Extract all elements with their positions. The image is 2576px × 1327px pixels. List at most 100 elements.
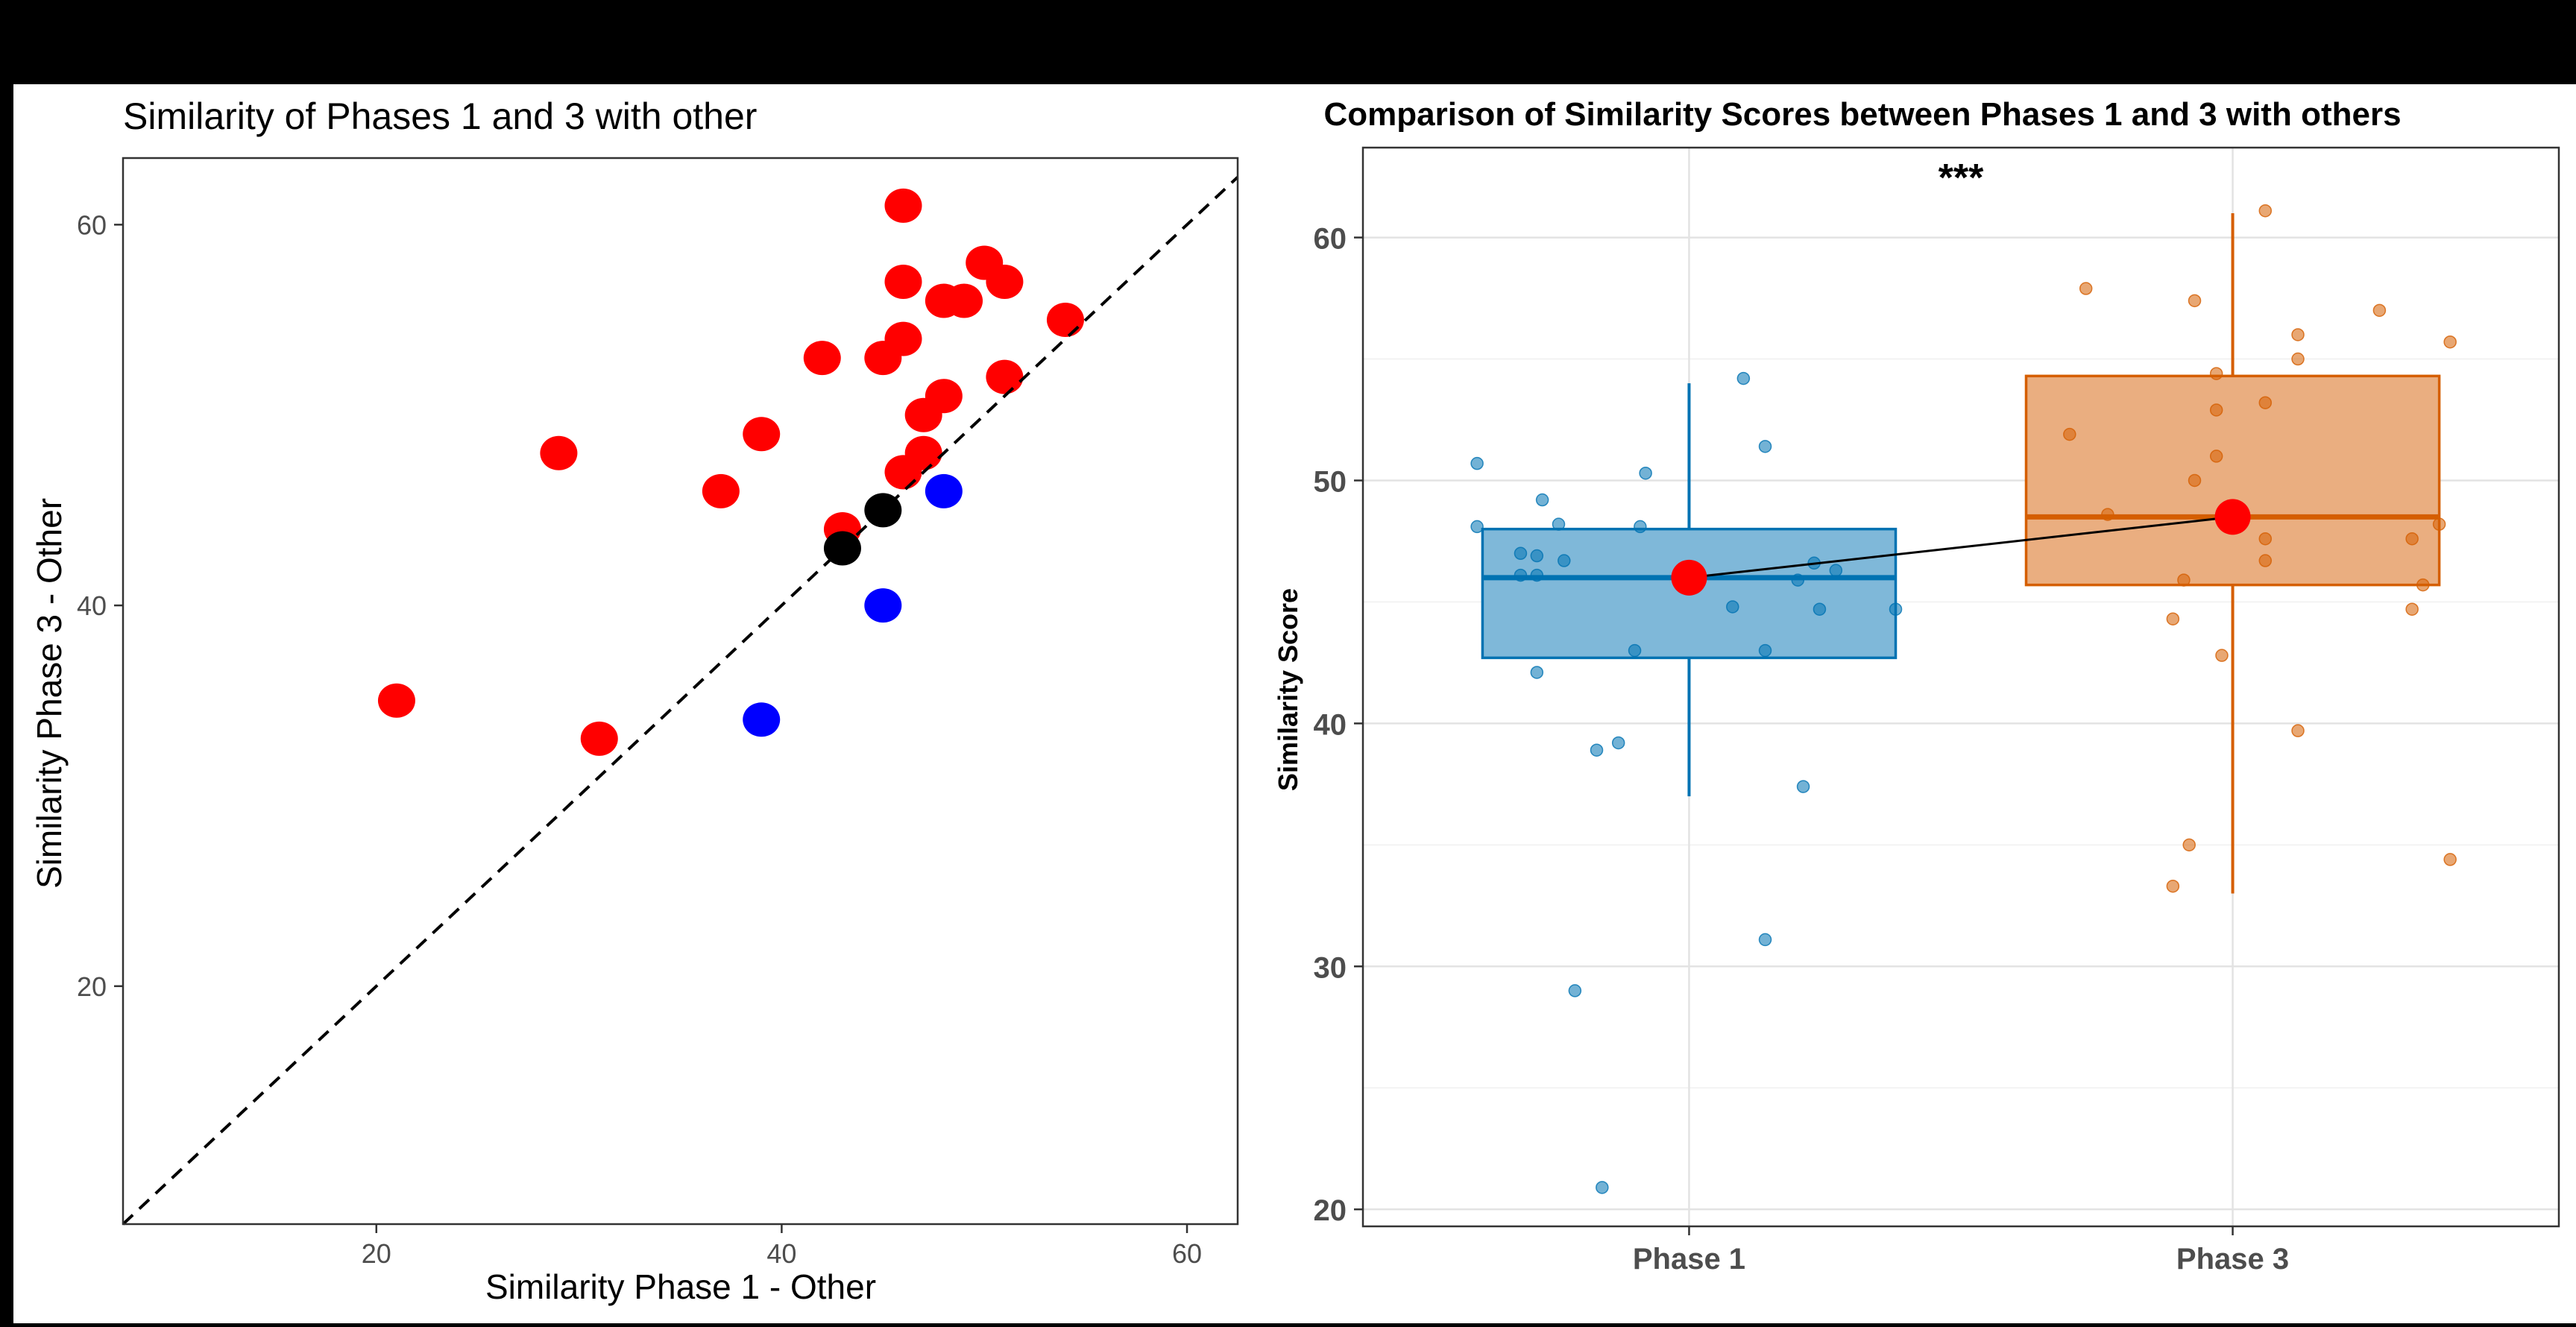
jitter-point-37 [2188, 473, 2202, 488]
scatter-title: Similarity of Phases 1 and 3 with other [123, 95, 757, 137]
scatter-point-2 [540, 435, 578, 470]
jitter-point-9 [1530, 568, 1544, 582]
jitter-point-19 [1726, 600, 1739, 614]
boxplot-title: Comparison of Similarity Scores between … [1323, 96, 2401, 133]
scatter-point-10 [884, 264, 922, 299]
boxplot-y-tick-label-60: 60 [1314, 223, 1347, 256]
scatter-point-4 [702, 473, 740, 508]
jitter-point-26 [1758, 933, 1772, 947]
jitter-point-43 [2291, 724, 2305, 737]
jitter-point-20 [1813, 602, 1827, 616]
jitter-point-15 [1758, 440, 1772, 453]
boxplot-y-axis-label: Similarity Score [1273, 588, 1303, 791]
scatter-point-14 [904, 435, 942, 470]
mean-connector-line [1689, 515, 2233, 579]
mean-point-1 [1671, 559, 1707, 596]
jitter-point-12 [1634, 520, 1647, 534]
scatter-x-axis-label: Similarity Phase 1 - Other [485, 1267, 876, 1306]
figure-background [13, 84, 2576, 1323]
box-2 [2024, 374, 2441, 587]
mean-point-2 [2214, 499, 2251, 535]
boxplot-x-tick-label-1: Phase 1 [1633, 1243, 1745, 1276]
jitter-point-14 [1736, 371, 1751, 385]
identity-reference-line [122, 176, 1239, 1226]
scatter-point-21 [1046, 303, 1084, 338]
jitter-point-46 [2258, 204, 2273, 218]
jitter-point-53 [2416, 578, 2430, 592]
scatter-x-tick-label-40: 40 [766, 1238, 796, 1269]
scatter-y-ticks: 20 40 60 [77, 209, 123, 1002]
jitter-point-54 [2405, 602, 2419, 616]
jitter-point-45 [2166, 879, 2180, 893]
scatter-panel: Similarity of Phases 1 and 3 with other … [30, 95, 1239, 1306]
scatter-point-16 [925, 379, 963, 414]
scatter-point-9 [884, 188, 922, 223]
scatter-y-axis-label: Similarity Phase 3 - Other [30, 498, 69, 889]
jitter-point-2 [1470, 520, 1484, 534]
significance-annotation: *** [1939, 157, 1984, 200]
scatter-x-tick-label-20: 20 [362, 1238, 391, 1269]
jitter-point-18 [1791, 573, 1805, 587]
jitter-point-39 [2258, 554, 2273, 567]
boxplot-jitter-points [1470, 204, 2457, 1194]
jitter-point-34 [2209, 403, 2223, 417]
jitter-point-51 [2432, 517, 2446, 531]
scatter-point-19 [986, 264, 1024, 299]
jitter-point-17 [1829, 564, 1843, 577]
boxplot-y-tick-label-50: 50 [1314, 465, 1347, 498]
scatter-y-tick-label-60: 60 [77, 209, 107, 240]
jitter-point-6 [1530, 549, 1544, 563]
scatter-y-tick-label-20: 20 [77, 971, 107, 1002]
jitter-point-1 [1470, 456, 1484, 470]
jitter-point-44 [2182, 838, 2196, 852]
boxplot-y-tick-label-20: 20 [1314, 1194, 1347, 1227]
scatter-point-23 [864, 588, 902, 623]
scatter-point-17 [945, 283, 983, 318]
boxplot-y-tick-label-40: 40 [1314, 708, 1347, 741]
scatter-point-11 [884, 321, 922, 356]
scatter-point-5 [743, 417, 781, 452]
boxplot-boxes [1481, 212, 2441, 894]
scatter-x-ticks: 20 40 60 [362, 1224, 1202, 1269]
jitter-point-23 [1611, 736, 1625, 750]
scatter-x-tick-label-60: 60 [1172, 1238, 1202, 1269]
jitter-point-8 [1514, 568, 1528, 582]
jitter-point-11 [1639, 466, 1652, 480]
jitter-point-35 [2258, 396, 2273, 409]
scatter-point-24 [925, 473, 963, 508]
boxplot-mean-points [1671, 499, 2251, 596]
jitter-point-30 [2063, 427, 2076, 441]
boxplot-y-tick-label-30: 30 [1314, 951, 1347, 984]
scatter-point-6 [803, 341, 841, 376]
jitter-point-24 [1590, 743, 1604, 757]
jitter-point-38 [2258, 532, 2273, 546]
jitter-point-36 [2209, 450, 2223, 463]
boxplot-y-ticks: 20 30 40 50 60 [1314, 223, 1363, 1227]
scatter-points [377, 188, 1084, 756]
jitter-point-52 [2405, 532, 2419, 546]
jitter-point-50 [2443, 335, 2457, 349]
boxplot-x-tick-label-2: Phase 3 [2176, 1243, 2289, 1276]
jitter-point-13 [1628, 643, 1642, 658]
jitter-point-29 [2079, 282, 2093, 295]
scatter-point-3 [580, 721, 618, 756]
scatter-point-20 [986, 359, 1024, 394]
jitter-point-32 [2188, 294, 2202, 308]
jitter-point-7 [1558, 554, 1571, 567]
scatter-point-22 [743, 702, 781, 737]
boxplot-panel: Comparison of Similarity Scores between … [1273, 96, 2560, 1276]
boxplot-plot-frame [1361, 146, 2560, 1228]
scatter-plot-frame [122, 157, 1239, 1226]
scatter-point-1 [377, 683, 415, 718]
jitter-point-42 [2215, 649, 2229, 662]
jitter-point-31 [2101, 508, 2114, 521]
jitter-point-21 [1758, 643, 1772, 658]
jitter-point-22 [1889, 602, 1903, 616]
jitter-point-48 [2291, 352, 2305, 366]
jitter-point-28 [1596, 1181, 1609, 1194]
jitter-point-27 [1568, 984, 1582, 997]
jitter-point-5 [1514, 546, 1528, 561]
jitter-point-40 [2177, 573, 2191, 587]
jitter-point-41 [2166, 612, 2180, 625]
